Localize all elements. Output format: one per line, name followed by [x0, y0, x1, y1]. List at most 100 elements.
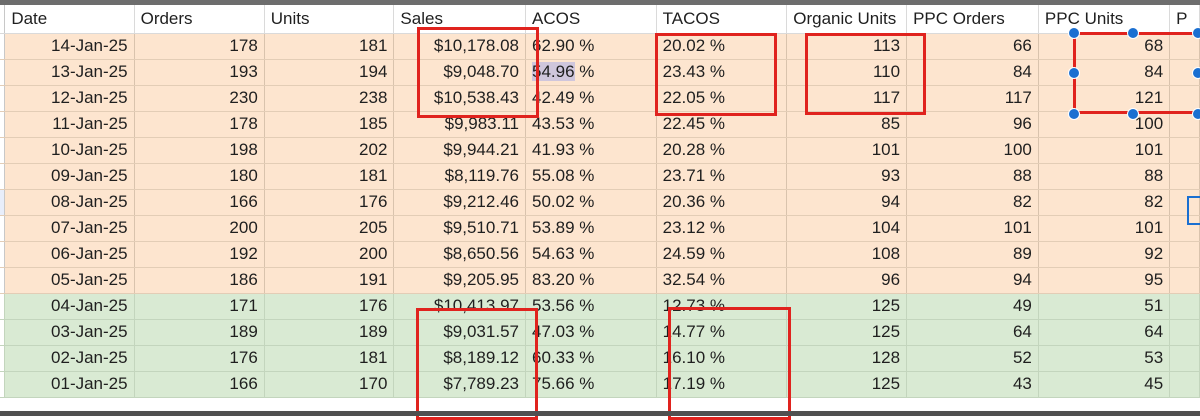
- cell-ppc-orders[interactable]: 49: [906, 293, 1039, 320]
- cell-units[interactable]: 176: [264, 189, 395, 216]
- cell-tacos[interactable]: 32.54 %: [656, 267, 788, 294]
- cell-organic-units[interactable]: 110: [786, 59, 908, 86]
- col-header-acos[interactable]: ACOS: [525, 5, 657, 34]
- cell-ppc-orders[interactable]: 88: [906, 163, 1039, 190]
- cell-ppc-units[interactable]: 101: [1038, 137, 1171, 164]
- cell-ppc-units[interactable]: 68: [1038, 33, 1171, 60]
- cell-ppc-units[interactable]: 121: [1038, 85, 1171, 112]
- col-header-sales[interactable]: Sales: [393, 5, 526, 34]
- cell-acos[interactable]: 60.33 %: [525, 345, 657, 372]
- cell-acos[interactable]: 75.66 %: [525, 371, 657, 398]
- cell-ppc-units[interactable]: 53: [1038, 345, 1171, 372]
- cell-organic-units[interactable]: 125: [786, 319, 908, 346]
- col-header-tacos[interactable]: TACOS: [656, 5, 788, 34]
- cell-acos[interactable]: 83.20 %: [525, 267, 657, 294]
- cell-orders[interactable]: 171: [134, 293, 265, 320]
- cell-units[interactable]: 170: [264, 371, 395, 398]
- cell-units[interactable]: 176: [264, 293, 395, 320]
- cell-sales[interactable]: $9,510.71: [393, 215, 526, 242]
- cell-acos[interactable]: 53.89 %: [525, 215, 657, 242]
- resize-handle-top-middle[interactable]: [1127, 27, 1139, 39]
- cell-orders[interactable]: 178: [134, 33, 265, 60]
- cell-sales[interactable]: $9,048.70: [393, 59, 526, 86]
- cell-tacos[interactable]: 20.02 %: [656, 33, 788, 60]
- cell-date[interactable]: 04-Jan-25: [4, 293, 135, 320]
- cell-date[interactable]: 09-Jan-25: [4, 163, 135, 190]
- cell-truncated[interactable]: [1169, 33, 1200, 60]
- cell-acos[interactable]: 43.53 %: [525, 111, 657, 138]
- cell-orders[interactable]: 189: [134, 319, 265, 346]
- cell-units[interactable]: 205: [264, 215, 395, 242]
- cell-units[interactable]: 191: [264, 267, 395, 294]
- cell-ppc-units[interactable]: 88: [1038, 163, 1171, 190]
- cell-sales[interactable]: $9,983.11: [393, 111, 526, 138]
- resize-handle-bottom-left[interactable]: [1068, 108, 1080, 120]
- cell-date[interactable]: 12-Jan-25: [4, 85, 135, 112]
- cell-sales[interactable]: $10,413.97: [393, 293, 526, 320]
- cell-truncated[interactable]: [1169, 215, 1200, 242]
- cell-sales[interactable]: $10,178.08: [393, 33, 526, 60]
- spreadsheet-grid[interactable]: Date Orders Units Sales ACOS TACOS Organ…: [0, 5, 1200, 398]
- cell-orders[interactable]: 200: [134, 215, 265, 242]
- cell-acos[interactable]: 54.63 %: [525, 241, 657, 268]
- col-header-date[interactable]: Date: [4, 5, 135, 34]
- cell-organic-units[interactable]: 113: [786, 33, 908, 60]
- cell-acos[interactable]: 41.93 %: [525, 137, 657, 164]
- cell-acos[interactable]: 50.02 %: [525, 189, 657, 216]
- cell-orders[interactable]: 176: [134, 345, 265, 372]
- cell-acos[interactable]: 42.49 %: [525, 85, 657, 112]
- cell-orders[interactable]: 166: [134, 371, 265, 398]
- resize-handle-top-left[interactable]: [1068, 27, 1080, 39]
- cell-units[interactable]: 200: [264, 241, 395, 268]
- cell-date[interactable]: 11-Jan-25: [4, 111, 135, 138]
- resize-handle-bottom-middle[interactable]: [1127, 108, 1139, 120]
- cell-acos[interactable]: 62.90 %: [525, 33, 657, 60]
- cell-units[interactable]: 181: [264, 163, 395, 190]
- cell-truncated[interactable]: [1169, 345, 1200, 372]
- cell-tacos[interactable]: 20.36 %: [656, 189, 788, 216]
- cell-truncated[interactable]: [1169, 371, 1200, 398]
- cell-sales[interactable]: $8,650.56: [393, 241, 526, 268]
- cell-organic-units[interactable]: 104: [786, 215, 908, 242]
- cell-ppc-units[interactable]: 84: [1038, 59, 1171, 86]
- cell-organic-units[interactable]: 94: [786, 189, 908, 216]
- cell-organic-units[interactable]: 108: [786, 241, 908, 268]
- cell-units[interactable]: 181: [264, 345, 395, 372]
- cell-ppc-orders[interactable]: 89: [906, 241, 1039, 268]
- cell-date[interactable]: 07-Jan-25: [4, 215, 135, 242]
- cell-sales[interactable]: $10,538.43: [393, 85, 526, 112]
- cell-organic-units[interactable]: 128: [786, 345, 908, 372]
- cell-tacos[interactable]: 20.28 %: [656, 137, 788, 164]
- cell-acos[interactable]: 55.08 %: [525, 163, 657, 190]
- cell-tacos[interactable]: 23.71 %: [656, 163, 788, 190]
- cell-truncated[interactable]: [1169, 163, 1200, 190]
- cell-sales[interactable]: $9,205.95: [393, 267, 526, 294]
- cell-units[interactable]: 238: [264, 85, 395, 112]
- active-cell-selection[interactable]: [1187, 196, 1200, 225]
- cell-organic-units[interactable]: 96: [786, 267, 908, 294]
- cell-tacos[interactable]: 22.45 %: [656, 111, 788, 138]
- cell-units[interactable]: 185: [264, 111, 395, 138]
- cell-truncated[interactable]: [1169, 267, 1200, 294]
- cell-ppc-orders[interactable]: 43: [906, 371, 1039, 398]
- cell-tacos[interactable]: 17.19 %: [656, 371, 788, 398]
- cell-ppc-units[interactable]: 100: [1038, 111, 1171, 138]
- cell-ppc-orders[interactable]: 66: [906, 33, 1039, 60]
- cell-date[interactable]: 01-Jan-25: [4, 371, 135, 398]
- cell-tacos[interactable]: 12.73 %: [656, 293, 788, 320]
- cell-sales[interactable]: $9,944.21: [393, 137, 526, 164]
- cell-organic-units[interactable]: 125: [786, 371, 908, 398]
- cell-ppc-units[interactable]: 64: [1038, 319, 1171, 346]
- cell-orders[interactable]: 178: [134, 111, 265, 138]
- cell-ppc-orders[interactable]: 94: [906, 267, 1039, 294]
- cell-units[interactable]: 194: [264, 59, 395, 86]
- cell-orders[interactable]: 180: [134, 163, 265, 190]
- cell-orders[interactable]: 186: [134, 267, 265, 294]
- cell-truncated[interactable]: [1169, 241, 1200, 268]
- cell-date[interactable]: 05-Jan-25: [4, 267, 135, 294]
- cell-ppc-units[interactable]: 92: [1038, 241, 1171, 268]
- cell-ppc-orders[interactable]: 117: [906, 85, 1039, 112]
- cell-ppc-orders[interactable]: 84: [906, 59, 1039, 86]
- cell-tacos[interactable]: 23.12 %: [656, 215, 788, 242]
- cell-ppc-orders[interactable]: 100: [906, 137, 1039, 164]
